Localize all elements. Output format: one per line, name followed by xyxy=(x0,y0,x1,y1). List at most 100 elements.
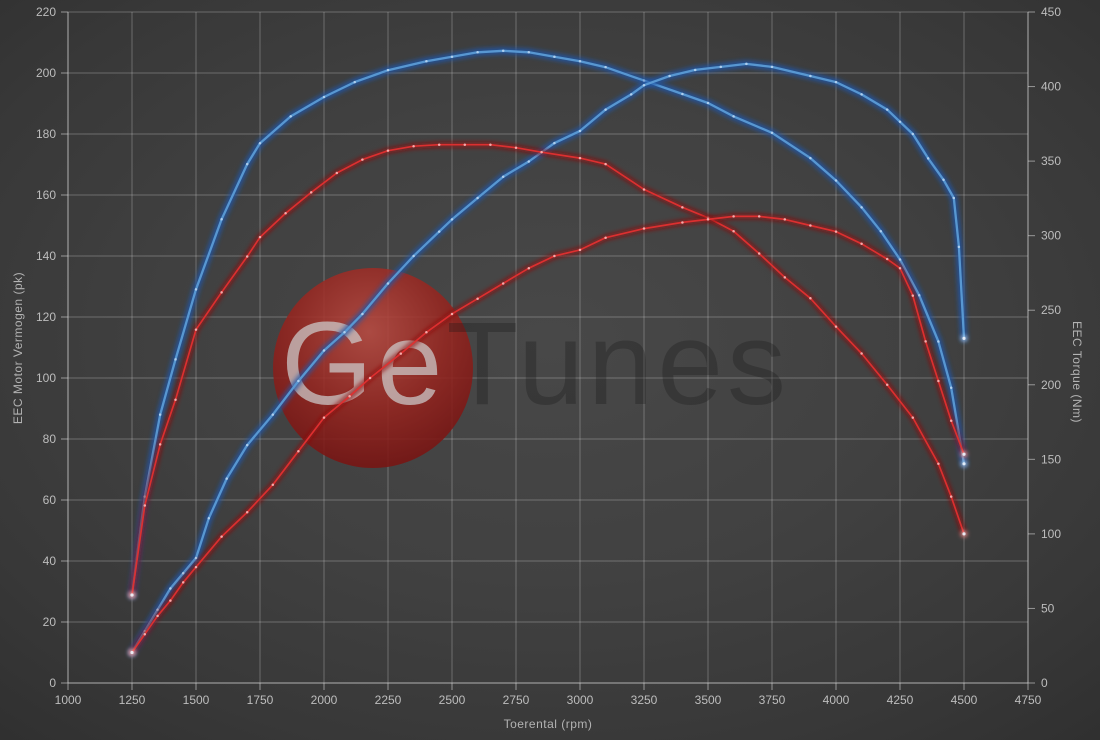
x-tick-label: 1000 xyxy=(55,693,82,707)
left-tick-label: 40 xyxy=(43,554,57,568)
blue-torque-curve-marker xyxy=(158,413,162,416)
blue-power-curve-marker xyxy=(194,556,198,560)
blue-power-curve-marker xyxy=(898,120,902,124)
left-tick-label: 80 xyxy=(43,432,57,446)
blue-torque-curve-marker xyxy=(604,65,607,69)
red-torque-curve-marker xyxy=(860,352,863,355)
red-torque-curve-marker xyxy=(783,276,787,279)
blue-torque-curve-marker xyxy=(681,92,684,96)
red-power-curve xyxy=(131,215,965,654)
blue-power-curve-marker xyxy=(809,74,812,78)
blue-torque-curve-marker xyxy=(949,386,953,390)
blue-power-curve-marker xyxy=(245,443,249,447)
red-torque-curve-marker xyxy=(174,398,177,401)
red-torque-curve-marker xyxy=(309,191,313,194)
red-torque-curve-marker xyxy=(681,206,684,209)
x-tick-label: 1500 xyxy=(183,693,210,707)
right-tick-label: 150 xyxy=(1041,452,1061,466)
red-torque-curve-marker xyxy=(437,143,441,146)
blue-power-curve-marker xyxy=(926,157,930,160)
blue-torque-curve-marker xyxy=(220,218,223,221)
blue-torque-curve-marker xyxy=(245,162,249,166)
red-torque-curve-marker xyxy=(361,158,364,161)
blue-power-curve-marker xyxy=(885,108,889,111)
blue-power-curve-marker xyxy=(553,141,556,145)
red-torque-curve-glow xyxy=(129,142,967,598)
red-power-curve-marker xyxy=(860,242,863,246)
blue-power-curve-marker xyxy=(745,62,748,66)
blue-torque-curve-marker xyxy=(706,101,710,105)
red-torque-curve-marker xyxy=(514,146,518,149)
right-tick-label: 0 xyxy=(1041,676,1048,690)
red-power-curve-marker xyxy=(809,224,812,227)
blue-power-curve-marker xyxy=(501,175,505,178)
red-power-curve-marker xyxy=(783,218,787,221)
red-power-curve-marker xyxy=(501,282,505,285)
blue-power-curve-marker xyxy=(719,65,723,69)
x-tick-label: 2000 xyxy=(311,693,338,707)
x-tick-label: 3000 xyxy=(567,693,594,707)
x-tick-label: 1250 xyxy=(119,693,146,707)
red-torque-curve xyxy=(131,143,965,596)
bottom-axis-title: Toerental (rpm) xyxy=(503,717,593,731)
blue-power-curve-marker xyxy=(297,379,300,383)
red-power-curve-marker xyxy=(425,331,428,334)
red-power-curve-endpoint xyxy=(130,650,134,655)
watermark-text-dark: Tunes xyxy=(446,298,790,430)
red-torque-curve-marker xyxy=(937,462,940,466)
red-power-curve-marker xyxy=(732,215,735,218)
blue-power-curve-marker xyxy=(957,245,961,249)
red-power-curve-marker xyxy=(553,254,556,258)
left-tick-label: 100 xyxy=(36,371,56,385)
right-tick-label: 300 xyxy=(1041,229,1061,243)
red-power-curve-marker xyxy=(885,257,889,261)
blue-power-curve-marker xyxy=(578,129,582,133)
red-torque-curve-marker xyxy=(642,188,646,191)
blue-power-curve-marker xyxy=(386,282,390,285)
red-torque-curve-marker xyxy=(540,150,543,154)
blue-torque-curve-marker xyxy=(937,340,940,343)
blue-torque-curve-marker xyxy=(917,294,921,297)
blue-torque-curve-endpoint xyxy=(962,462,966,466)
left-tick-label: 120 xyxy=(36,310,56,324)
blue-power-curve-marker xyxy=(476,196,479,200)
blue-power-curve-marker xyxy=(271,413,275,416)
x-tick-label: 4500 xyxy=(951,693,978,707)
blue-torque-curve-marker xyxy=(834,179,838,182)
blue-torque-curve-marker xyxy=(578,59,582,63)
blue-torque-curve-marker xyxy=(642,79,646,82)
blue-torque-curve-glow xyxy=(128,47,968,599)
blue-torque-curve-marker xyxy=(732,115,735,118)
x-tick-label: 3250 xyxy=(631,693,658,707)
red-power-curve-marker xyxy=(297,449,300,453)
red-power-curve-marker xyxy=(527,266,531,270)
right-tick-label: 350 xyxy=(1041,154,1061,168)
red-torque-curve-marker xyxy=(757,252,761,255)
red-power-curve-marker xyxy=(271,483,275,486)
x-tick-label: 2500 xyxy=(439,693,466,707)
red-power-curve-marker xyxy=(169,599,172,602)
blue-power-curve-endpoint xyxy=(962,336,966,340)
red-power-curve-marker xyxy=(156,614,159,618)
blue-torque-curve-marker xyxy=(476,51,479,54)
blue-torque-curve xyxy=(130,49,966,597)
left-axis-title: EEC Motor Vermogen (pk) xyxy=(11,271,25,425)
red-torque-curve-marker xyxy=(143,504,147,507)
red-torque-curve-marker xyxy=(335,171,339,175)
blue-torque-curve-marker xyxy=(770,131,774,135)
blue-power-curve-marker xyxy=(437,230,441,233)
watermark-logo-text: GeTunes xyxy=(281,305,790,423)
x-tick-label: 4250 xyxy=(887,693,914,707)
x-tick-label: 4000 xyxy=(823,693,850,707)
right-tick-label: 450 xyxy=(1041,5,1061,19)
right-tick-label: 100 xyxy=(1041,527,1061,541)
red-power-curve-marker xyxy=(322,416,326,419)
blue-power-curve-marker xyxy=(207,517,211,520)
red-torque-curve-endpoint xyxy=(130,593,134,597)
watermark-text-light: Ge xyxy=(281,298,447,430)
red-power-curve-marker xyxy=(834,230,838,233)
red-torque-curve-marker xyxy=(245,255,249,258)
red-torque-curve-marker xyxy=(732,229,735,233)
